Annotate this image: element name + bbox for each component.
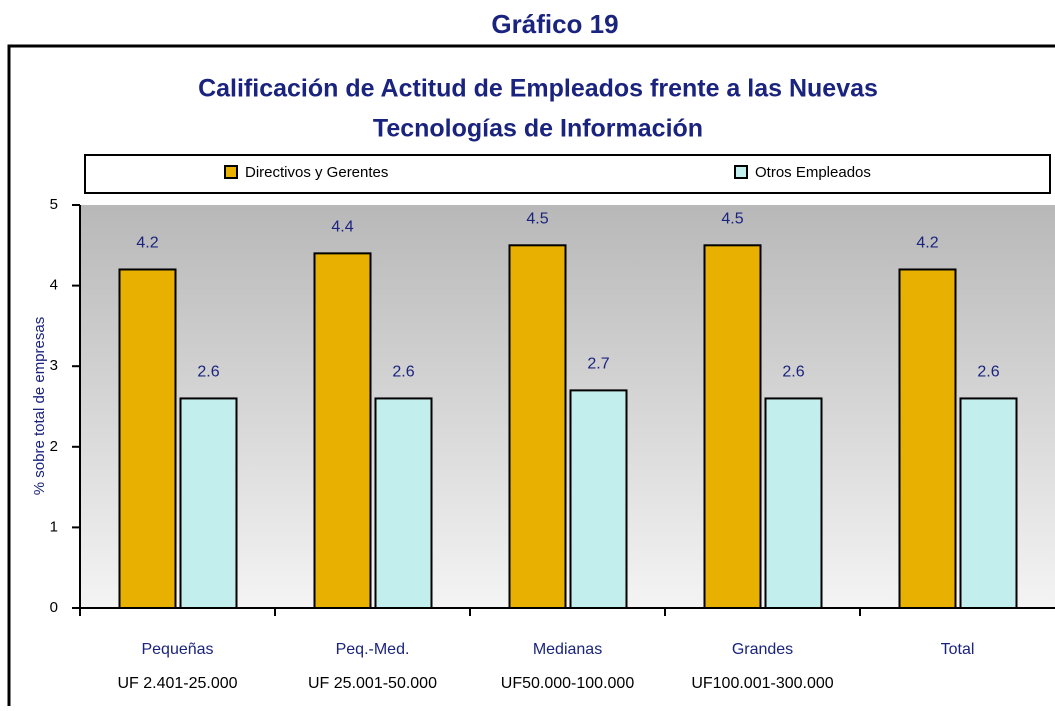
legend-swatch <box>734 165 748 179</box>
bar <box>764 397 823 609</box>
data-label: 4.5 <box>721 211 743 228</box>
x-tick-label: Pequeñas <box>141 641 213 658</box>
x-tick-label: Total <box>941 641 975 658</box>
plot-area <box>80 205 1055 608</box>
data-label: 4.4 <box>331 219 353 236</box>
bar <box>703 244 762 610</box>
data-label: 2.6 <box>392 364 414 381</box>
data-label: 4.2 <box>916 235 938 252</box>
bar <box>959 397 1018 609</box>
x-tick-label: Peq.-Med. <box>336 641 410 658</box>
bar <box>569 389 628 609</box>
bar <box>118 268 177 609</box>
x-tick-label: UF 2.401-25.000 <box>117 675 237 692</box>
legend <box>84 154 1051 194</box>
y-tick-label: 1 <box>50 518 58 535</box>
y-tick-label: 5 <box>50 196 58 213</box>
legend-label: Otros Empleados <box>755 164 871 181</box>
bar <box>179 397 238 609</box>
legend-swatch <box>224 165 238 179</box>
bar <box>374 397 433 609</box>
y-tick-label: 4 <box>50 277 58 294</box>
bar <box>313 252 372 610</box>
y-tick-label: 0 <box>50 599 58 616</box>
data-label: 2.6 <box>197 364 219 381</box>
chart-title: Calificación de Actitud de Empleados fre… <box>198 75 878 103</box>
chart-frame <box>7 44 1055 711</box>
data-label: 4.2 <box>136 235 158 252</box>
x-tick-label: Medianas <box>533 641 602 658</box>
x-tick-label: UF 25.001-50.000 <box>308 675 437 692</box>
data-label: 4.5 <box>526 211 548 228</box>
data-label: 2.6 <box>782 364 804 381</box>
x-tick-label: Grandes <box>732 641 793 658</box>
x-tick-label: UF100.001-300.000 <box>691 675 833 692</box>
bar <box>508 244 567 610</box>
chart-title: Tecnologías de Información <box>373 115 703 143</box>
legend-label: Directivos y Gerentes <box>245 164 388 181</box>
data-label: 2.6 <box>977 364 999 381</box>
data-label: 2.7 <box>587 356 609 373</box>
y-tick-label: 2 <box>50 438 58 455</box>
bar <box>898 268 957 609</box>
y-axis-label: % sobre total de empresas <box>31 317 48 495</box>
x-tick-label: UF50.000-100.000 <box>501 675 635 692</box>
y-tick-label: 3 <box>50 357 58 374</box>
figure-title: Gráfico 19 <box>491 9 618 39</box>
